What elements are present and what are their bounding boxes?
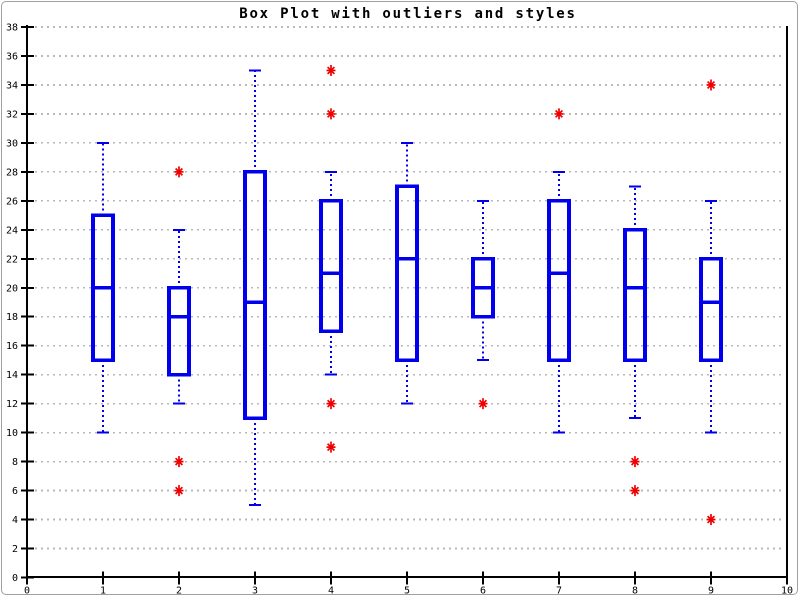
outlier-marker: [174, 456, 184, 468]
box-rect: [547, 199, 571, 362]
outlier-spoke: [478, 399, 488, 408]
x-tick-label: 8: [632, 586, 638, 596]
x-tick-label: 9: [708, 586, 714, 596]
y-tick-label: 12: [6, 399, 18, 410]
box-rect: [395, 184, 419, 362]
outlier-spoke: [326, 443, 336, 452]
outlier-spoke: [554, 109, 564, 118]
x-tick-label: 10: [781, 586, 793, 596]
outlier-marker: [478, 398, 488, 410]
outlier-marker: [326, 64, 336, 76]
x-tick-label: 1: [100, 586, 106, 596]
y-tick-label: 0: [12, 573, 18, 584]
outlier-spoke: [706, 80, 716, 89]
outlier-marker: [174, 166, 184, 178]
outlier-spoke: [706, 515, 716, 524]
y-tick-label: 32: [6, 109, 18, 120]
x-tick-label: 6: [480, 586, 486, 596]
outlier-spoke: [326, 109, 336, 118]
outlier-spoke: [174, 457, 184, 466]
outlier-spoke: [174, 167, 184, 176]
outlier-marker: [630, 456, 640, 468]
x-tick-label: 4: [328, 586, 334, 596]
y-tick-label: 4: [12, 515, 18, 526]
outlier-marker: [706, 79, 716, 91]
outlier-spoke: [326, 399, 336, 408]
y-tick-label: 34: [6, 80, 18, 91]
box-rect: [623, 228, 647, 362]
y-tick-label: 30: [6, 138, 18, 149]
y-tick-label: 6: [12, 486, 18, 497]
outlier-marker: [630, 485, 640, 497]
outlier-spoke: [174, 486, 184, 495]
x-tick-label: 2: [176, 586, 182, 596]
y-tick-label: 2: [12, 544, 18, 555]
y-tick-label: 22: [6, 254, 18, 265]
outlier-marker: [174, 485, 184, 497]
outlier-marker: [326, 108, 336, 120]
outlier-marker: [326, 398, 336, 410]
y-tick-label: 24: [6, 225, 18, 236]
y-tick-label: 14: [6, 370, 18, 381]
x-tick-label: 3: [252, 586, 258, 596]
y-tick-label: 20: [6, 283, 18, 294]
y-tick-label: 8: [12, 457, 18, 468]
outlier-spoke: [630, 486, 640, 495]
x-tick-label: 0: [24, 586, 30, 596]
y-tick-label: 26: [6, 196, 18, 207]
y-tick-label: 16: [6, 341, 18, 352]
outlier-spoke: [630, 457, 640, 466]
box-rect: [243, 170, 267, 420]
y-tick-label: 18: [6, 312, 18, 323]
chart-title: Box Plot with outliers and styles: [239, 6, 577, 22]
outlier-marker: [554, 108, 564, 120]
x-tick-label: 5: [404, 586, 410, 596]
y-tick-label: 10: [6, 428, 18, 439]
box-rect: [167, 285, 191, 377]
y-tick-label: 28: [6, 167, 18, 178]
outlier-marker: [326, 441, 336, 453]
outlier-marker: [706, 514, 716, 526]
y-tick-label: 38: [6, 23, 18, 34]
box-rect: [319, 199, 343, 334]
box-rect: [699, 256, 723, 362]
y-tick-label: 36: [6, 51, 18, 62]
outlier-spoke: [326, 66, 336, 75]
x-tick-label: 7: [556, 586, 562, 596]
